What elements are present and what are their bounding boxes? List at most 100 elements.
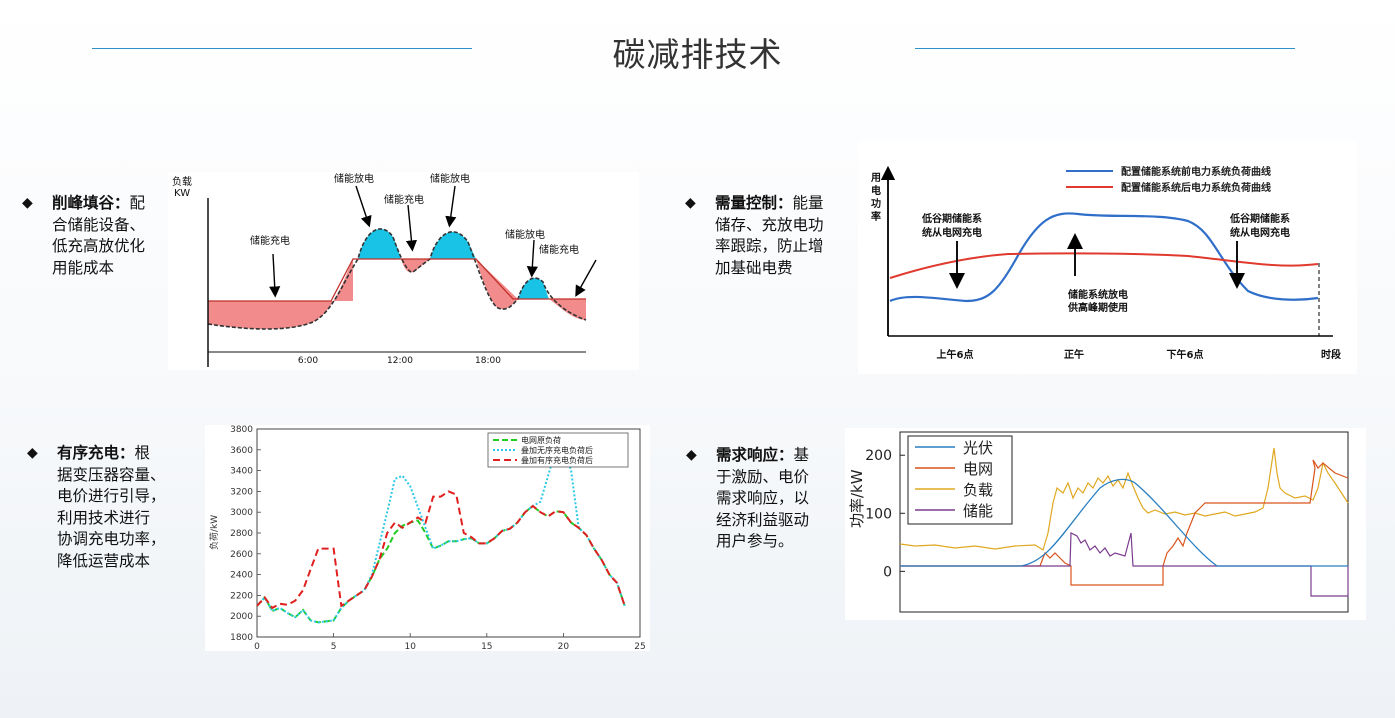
bullet-line: 率跟踪，防止增 (715, 237, 824, 255)
bullet-line: 低充高放优化 (52, 237, 146, 255)
title-rule-right (915, 48, 1295, 49)
annotation-label: 储能放电 (430, 172, 470, 185)
x-tick-label: 10 (404, 642, 416, 651)
y-axis-label-char: 功 (871, 197, 881, 210)
bullet-line: 用户参与。 (716, 532, 794, 550)
x-tick-label: 时段 (1321, 348, 1341, 361)
y-tick-label: 3000 (230, 508, 253, 518)
arrow-5 (526, 239, 538, 278)
legend-label: 储能 (963, 502, 993, 520)
bullet-line: 经济利益驱动 (716, 510, 810, 529)
legend-label-after: 配置储能系统后电力系统负荷曲线 (1121, 181, 1271, 194)
annotation-valley-right-2: 统从电网充电 (1230, 226, 1290, 239)
y-axis-label-char: 电 (871, 184, 881, 197)
bullet-line: 降低运营成本 (57, 551, 151, 570)
legend-label: 叠加有序充电负荷后 (521, 455, 593, 465)
y-tick-label: 3200 (230, 487, 253, 497)
diamond-bullet-icon: ◆ (685, 195, 696, 211)
annotation-label: 储能放电 (505, 228, 545, 241)
series-line-after (889, 252, 1319, 279)
bullet-text: 配 (129, 194, 146, 212)
peak-fill-area-1 (358, 228, 401, 259)
annotation-label: 储能充电 (250, 234, 290, 247)
legend-label: 负载 (963, 481, 993, 499)
demand-control-chart: 用电功率 配置储能系统前电力系统负荷曲线 配置储能系统后电力系统负荷曲线 低谷期… (858, 141, 1357, 374)
peak-shaving-chart: 负载 KW 6:00 12:00 18:00 储能充电 储能放电 储能充电 储能放电 储能放… (168, 172, 639, 370)
x-tick-label: 18:00 (475, 356, 501, 366)
diamond-bullet-icon: ◆ (686, 447, 697, 463)
arrow-2 (355, 185, 372, 228)
y-axis-label-unit: KW (174, 188, 190, 199)
y-axis-label-char: 用 (870, 172, 881, 184)
x-tick-label: 15 (481, 642, 492, 651)
y-tick-label: 2400 (230, 571, 253, 581)
x-tick-label: 6:00 (298, 356, 318, 366)
bullet-line: 合储能设备、 (52, 215, 146, 234)
x-tick-label: 12:00 (387, 356, 413, 366)
y-tick-label: 200 (865, 448, 892, 464)
bullet-line: 电价进行引导， (57, 487, 166, 505)
bullet-heading: 需量控制： (715, 194, 793, 212)
y-tick-label: 3400 (230, 467, 253, 477)
load-series-line (899, 447, 1349, 551)
leveled-load-line (208, 258, 586, 302)
y-tick-label: 2000 (230, 612, 253, 622)
bullet-heading: 需求响应： (716, 446, 794, 464)
legend-label-before: 配置储能系统前电力系统负荷曲线 (1121, 165, 1271, 178)
title-rule-left (92, 48, 472, 49)
x-tick-label: 正午 (1064, 348, 1084, 361)
arrow-6 (575, 259, 597, 297)
annotation-valley-left-1: 低谷期储能系 (921, 212, 982, 225)
orderly-charging-chart: 1800 2000 2200 2400 2600 2800 3000 3200 3400 3600… (205, 425, 650, 651)
diamond-bullet-icon: ◆ (22, 195, 33, 211)
y-axis-label: 负荷/kW (208, 515, 220, 550)
annotation-label: 储能充电 (539, 243, 579, 256)
bullet-line: 需求响应：基 (716, 445, 836, 467)
legend-label: 叠加无序充电负荷后 (521, 445, 593, 455)
bullet-demand-response: ◆ 需求响应：基 于激励、电价 需求响应，以 经济利益驱动 用户参与。 (686, 445, 836, 553)
x-tick-label: 20 (558, 642, 570, 651)
y-tick-labels: 0 100 200 (865, 448, 905, 580)
annotation-label: 储能放电 (334, 172, 374, 185)
page-title: 碳减排技术 (612, 35, 783, 74)
y-axis-label: 功率/kW (848, 469, 866, 528)
bullet-line: 削峰填谷：配 (52, 193, 172, 215)
diamond-bullet-icon: ◆ (27, 445, 38, 461)
bullet-peak-shaving: ◆ 削峰填谷：配 合储能设备、 低充高放优化 用能成本 (22, 193, 172, 279)
orderly-charging-svg: 1800 2000 2200 2400 2600 2800 3000 3200 3400 3600… (208, 425, 646, 651)
bullet-line: 需量控制：能量 (715, 193, 845, 215)
arrow-4 (445, 185, 457, 228)
x-tick-label: 上午6点 (937, 348, 974, 361)
y-axis-label: 负载 (172, 175, 192, 188)
y-tick-label: 3800 (230, 425, 253, 435)
x-tick-label: 25 (634, 642, 645, 651)
y-tick-label: 2200 (230, 591, 253, 601)
bullet-line: 有序充电：根 (57, 443, 182, 465)
bullet-line: 需求响应，以 (716, 489, 810, 507)
y-tick-label: 2800 (230, 529, 253, 539)
legend-label: 电网 (963, 460, 993, 478)
bullet-line: 于激励、电价 (716, 467, 810, 486)
bullet-orderly-charging: ◆ 有序充电：根 据变压器容量、 电价进行引导， 利用技术进行 协调充电功率， … (27, 443, 182, 572)
peak-fill-area-3 (518, 278, 549, 299)
y-tick-label: 0 (883, 564, 892, 580)
y-tick-label: 100 (865, 506, 892, 522)
annotation-label: 储能充电 (384, 193, 424, 206)
pv-series-line (900, 478, 1348, 567)
bullet-heading: 削峰填谷： (52, 194, 130, 212)
y-axis-label-char: 率 (871, 210, 881, 223)
y-tick-label: 1800 (230, 633, 253, 643)
series-line-3 (256, 490, 626, 610)
x-tick-labels: 6:00 12:00 18:00 (298, 356, 501, 366)
valley-fill-area-3 (476, 259, 518, 310)
y-tick-label: 2600 (230, 550, 253, 560)
bullet-line: 储存、充放电功 (715, 215, 824, 234)
grid-series-line (900, 459, 1349, 586)
valley-fill-area (208, 259, 353, 329)
arrow-1 (269, 253, 281, 298)
x-tick-label: 下午6点 (1167, 348, 1204, 361)
x-tick-label: 5 (331, 642, 337, 651)
